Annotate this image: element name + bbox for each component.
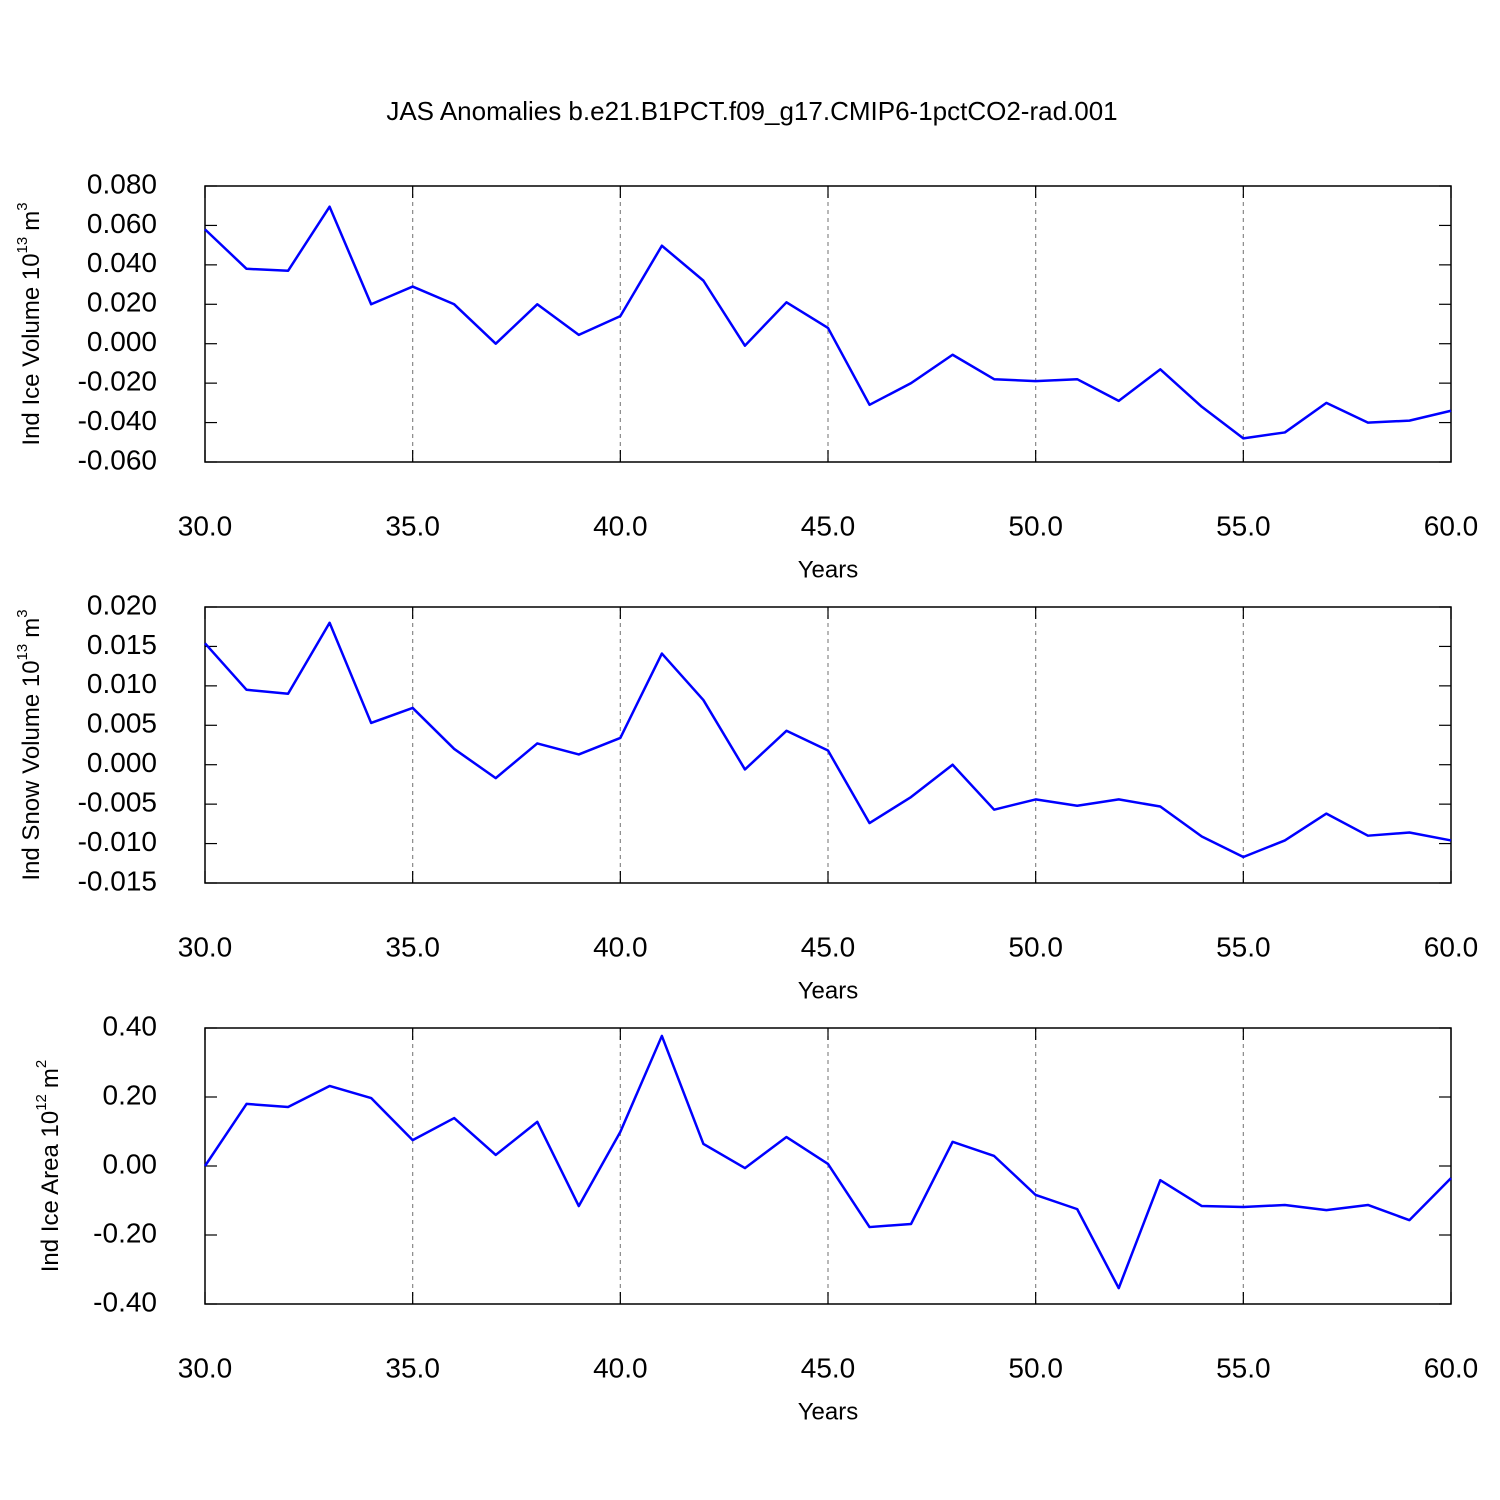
y-tick-label: 0.080 — [87, 168, 157, 199]
data-line — [204, 621, 1452, 859]
y-tick-label: -0.015 — [78, 865, 157, 896]
y-tick-label: -0.010 — [78, 826, 157, 857]
y-axis-label-unit: m — [18, 211, 45, 231]
x-tick-label: 55.0 — [1216, 1352, 1271, 1383]
y-tick-label: 0.010 — [87, 668, 157, 699]
y-axis-label-text: Ind Snow Volume 10 — [18, 660, 45, 880]
x-tick-label: 45.0 — [801, 931, 856, 962]
y-axis-label-power: 13 — [14, 237, 31, 254]
x-tick-label: 50.0 — [1008, 931, 1063, 962]
x-tick-label: 30.0 — [178, 1352, 233, 1383]
y-axis-label-unit: m — [37, 1068, 64, 1088]
y-axis-label-power: 13 — [14, 644, 31, 661]
y-tick-label: 0.00 — [103, 1148, 158, 1179]
y-axis-label-text: Ind Ice Volume 10 — [18, 253, 45, 445]
y-axis-label: Ind Ice Volume 1013 m3 — [14, 202, 45, 445]
x-tick-label: 40.0 — [593, 931, 648, 962]
y-tick-label: -0.040 — [78, 405, 157, 436]
y-tick-label: 0.40 — [103, 1010, 158, 1041]
y-tick-label: 0.000 — [87, 326, 157, 357]
y-tick-label: -0.20 — [93, 1217, 157, 1248]
y-axis-label-unit-power: 3 — [14, 202, 31, 210]
y-tick-label: 0.020 — [87, 287, 157, 318]
x-tick-label: 60.0 — [1424, 931, 1479, 962]
y-axis-label-unit: m — [18, 618, 45, 638]
y-tick-label: 0.20 — [103, 1079, 158, 1110]
x-tick-label: 40.0 — [593, 510, 648, 541]
x-axis-label: Years — [798, 556, 859, 583]
y-axis-label-unit-power: 2 — [33, 1060, 50, 1068]
x-tick-label: 55.0 — [1216, 931, 1271, 962]
x-tick-label: 60.0 — [1424, 1352, 1479, 1383]
data-line — [204, 205, 1452, 440]
x-tick-label: 55.0 — [1216, 510, 1271, 541]
y-tick-label: -0.005 — [78, 787, 157, 818]
y-tick-label: -0.060 — [78, 444, 157, 475]
y-tick-label: 0.000 — [87, 747, 157, 778]
y-axis-label-power: 12 — [33, 1094, 50, 1111]
x-tick-label: 30.0 — [178, 931, 233, 962]
x-tick-label: 45.0 — [801, 510, 856, 541]
y-axis-label-unit-power: 3 — [14, 609, 31, 617]
plot-frame — [204, 606, 1452, 884]
y-tick-label: 0.005 — [87, 708, 157, 739]
y-tick-label: 0.060 — [87, 208, 157, 239]
x-tick-label: 60.0 — [1424, 510, 1479, 541]
x-axis-label: Years — [798, 977, 859, 1004]
x-tick-label: 45.0 — [801, 1352, 856, 1383]
y-tick-label: -0.020 — [78, 366, 157, 397]
y-tick-label: -0.40 — [93, 1286, 157, 1317]
y-tick-label: 0.040 — [87, 247, 157, 278]
chart-title: JAS Anomalies b.e21.B1PCT.f09_g17.CMIP6-… — [386, 96, 1117, 126]
x-tick-label: 35.0 — [385, 1352, 440, 1383]
y-tick-label: 0.015 — [87, 629, 157, 660]
y-tick-label: 0.020 — [87, 589, 157, 620]
x-tick-label: 50.0 — [1008, 1352, 1063, 1383]
x-tick-label: 50.0 — [1008, 510, 1063, 541]
x-tick-label: 35.0 — [385, 510, 440, 541]
x-tick-label: 30.0 — [178, 510, 233, 541]
x-tick-label: 40.0 — [593, 1352, 648, 1383]
y-axis-label-text: Ind Ice Area 10 — [37, 1111, 64, 1272]
y-axis-label: Ind Ice Area 1012 m2 — [33, 1060, 64, 1272]
x-tick-label: 35.0 — [385, 931, 440, 962]
x-axis-label: Years — [798, 1398, 859, 1425]
y-axis-label: Ind Snow Volume 1013 m3 — [14, 609, 45, 880]
data-line — [203, 1034, 1452, 1290]
plot-frame — [204, 185, 1452, 463]
